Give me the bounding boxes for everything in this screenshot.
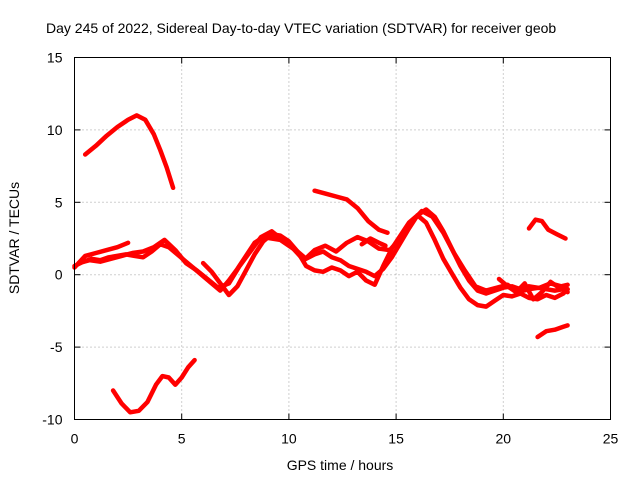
series-line-prn-a <box>82 113 176 191</box>
series-line-prn-j <box>535 323 570 340</box>
series-line-prn-e <box>76 208 570 295</box>
x-tick-label: 0 <box>71 431 79 447</box>
y-tick-label: 0 <box>55 267 63 283</box>
grid <box>74 57 611 420</box>
x-tick-label: 20 <box>496 431 512 447</box>
y-tick-label: 15 <box>47 50 63 66</box>
y-tick-label: -10 <box>42 412 62 428</box>
x-tick-label: 5 <box>178 431 186 447</box>
y-tick-label: 5 <box>55 194 63 210</box>
series-line-prn-g <box>312 188 390 235</box>
y-tick-label: 10 <box>47 122 63 138</box>
x-tick-label: 10 <box>281 431 297 447</box>
series-line-prn-i <box>526 217 568 241</box>
plot-frame <box>74 57 611 420</box>
y-tick-label: -5 <box>50 339 63 355</box>
y-axis-label: SDTVAR / TECUs <box>6 182 22 294</box>
series-line-prn-b <box>110 357 197 415</box>
series-line-prn-c <box>72 240 131 270</box>
series-line-prn-k <box>496 276 570 302</box>
series-line-prn-f <box>200 213 570 309</box>
x-tick-label: 15 <box>388 431 404 447</box>
x-axis-label: GPS time / hours <box>287 457 394 473</box>
chart-title: Day 245 of 2022, Sidereal Day-to-day VTE… <box>46 20 556 36</box>
x-tick-label: 25 <box>603 431 619 447</box>
series-group <box>72 113 570 415</box>
series-line-prn-h <box>359 236 388 248</box>
axis-ticks: 0 5 10 15 20 25 -10 -5 0 5 10 15 <box>42 50 618 447</box>
